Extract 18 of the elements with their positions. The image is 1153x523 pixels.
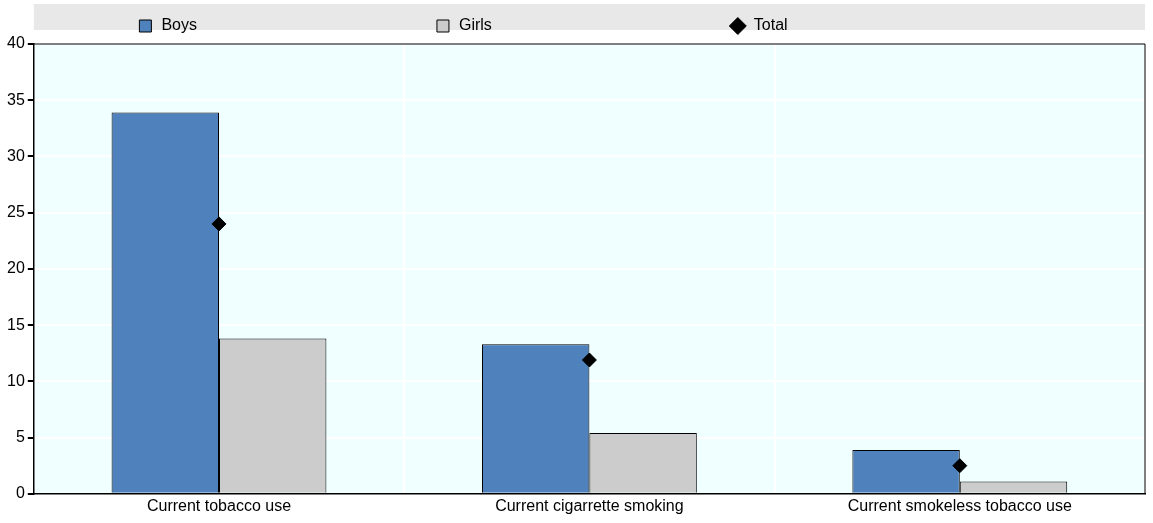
y-tick-label: 30 — [7, 146, 25, 164]
x-tick-label: Current smokeless tobacco use — [847, 496, 1072, 514]
x-tick-label: Current tobacco use — [146, 496, 292, 514]
y-tick-label: 15 — [7, 315, 25, 333]
x-tick-label: Current cigarrette smoking — [495, 496, 684, 514]
y-tick-label: 25 — [7, 203, 25, 221]
y-tick-label: 20 — [7, 259, 25, 277]
legend-label: Boys — [161, 16, 421, 34]
y-tick-label: 35 — [7, 90, 25, 108]
y-tick-label: 40 — [7, 34, 25, 52]
point — [581, 352, 597, 368]
y-tick-label: 0 — [15, 484, 25, 502]
point — [952, 458, 968, 474]
legend-label: Girls — [458, 16, 716, 34]
y-tick-label: 5 — [15, 427, 25, 445]
point — [211, 216, 227, 232]
legend-label: Total — [753, 16, 1012, 34]
y-tick-label: 10 — [7, 371, 25, 389]
